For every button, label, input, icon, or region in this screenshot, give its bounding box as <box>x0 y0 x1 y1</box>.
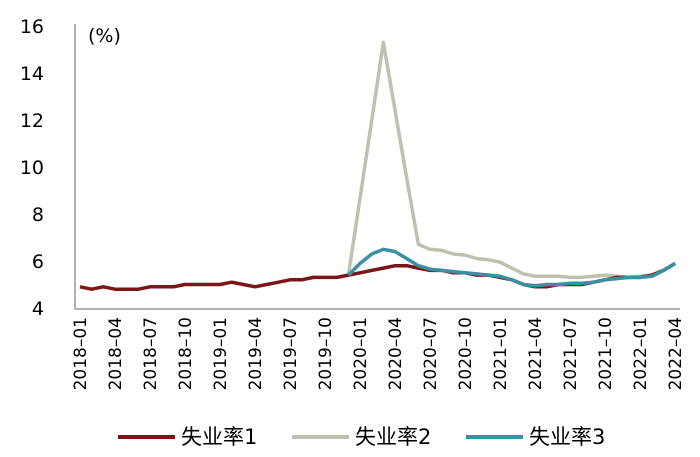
x-axis: 2018–01 2018–04 2018–07 2018–10 2019–01 2019–… <box>71 308 686 390</box>
legend-item-series-3: 失业率3 <box>466 422 605 452</box>
x-tick-label: 2019–04 <box>246 317 266 390</box>
legend-swatch-series-2 <box>292 435 349 439</box>
y-tick-label: 14 <box>20 63 44 85</box>
legend-label-series-3: 失业率3 <box>529 425 606 449</box>
x-tick-label: 2021–07 <box>561 317 581 390</box>
y-tick-label: 10 <box>20 157 44 179</box>
legend-item-series-1: 失业率1 <box>118 422 257 452</box>
y-tick-label: 8 <box>32 204 44 226</box>
x-tick-label: 2019–07 <box>281 317 301 390</box>
y-axis: 4 6 8 10 12 14 16 <box>20 16 76 320</box>
series-line-3 <box>347 247 677 288</box>
y-tick-label: 4 <box>32 298 44 320</box>
legend-label-series-1: 失业率1 <box>181 425 258 449</box>
x-tick-label: 2018–10 <box>176 317 196 390</box>
series-line-2 <box>346 40 677 280</box>
legend-item-series-2: 失业率2 <box>292 422 431 452</box>
x-tick-label: 2020–01 <box>351 317 371 390</box>
y-tick-label: 12 <box>20 110 44 132</box>
legend-label-series-2: 失业率2 <box>355 425 432 449</box>
legend-swatch-series-3 <box>466 435 523 439</box>
x-tick-label: 2022–04 <box>666 317 686 390</box>
y-tick-label: 16 <box>20 16 44 38</box>
legend-swatch-series-1 <box>118 435 175 439</box>
x-tick-label: 2021–01 <box>491 317 511 390</box>
x-tick-label: 2022–01 <box>631 317 651 390</box>
plot-lines <box>79 40 677 291</box>
x-tick-label: 2020–10 <box>456 317 476 390</box>
x-tick-label: 2019–01 <box>211 317 231 390</box>
x-tick-label: 2021–10 <box>596 317 616 390</box>
x-tick-label: 2021–04 <box>526 317 546 390</box>
unit-label: (%) <box>88 25 121 47</box>
x-tick-label: 2018–07 <box>141 317 161 390</box>
x-tick-label: 2020–07 <box>421 317 441 390</box>
x-tick-label: 2020–04 <box>386 317 406 390</box>
legend: 失业率1 失业率2 失业率3 <box>0 422 700 452</box>
x-tick-label: 2018–01 <box>71 317 91 390</box>
x-tick-label: 2019–10 <box>316 317 336 390</box>
line-chart: 4 6 8 10 12 14 16 2018–01 2018–04 2018–07 2018–10… <box>20 16 686 390</box>
x-tick-label: 2018–04 <box>106 317 126 390</box>
y-tick-label: 6 <box>32 251 44 273</box>
